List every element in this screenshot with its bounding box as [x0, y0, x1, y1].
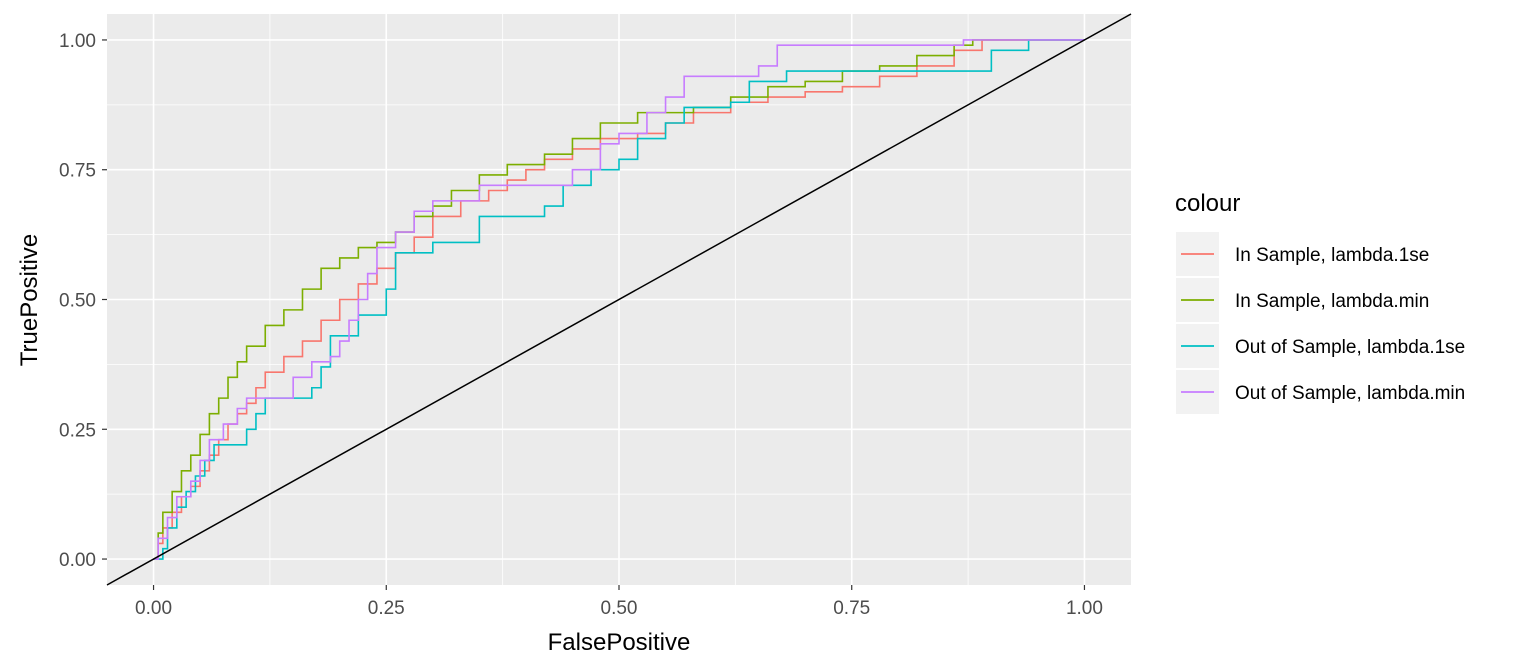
y-tick-label: 1.00 — [59, 31, 96, 52]
x-tick-label: 0.50 — [601, 598, 638, 619]
legend-label: Out of Sample, lambda.min — [1235, 383, 1465, 404]
series-line — [153, 39, 1085, 560]
legend-items: In Sample, lambda.1se In Sample, lambda.m… — [1176, 232, 1465, 414]
series-line — [153, 39, 1085, 560]
legend-label: In Sample, lambda.min — [1235, 291, 1429, 312]
legend-title: colour — [1175, 190, 1240, 217]
x-axis: 0.00 0.25 0.50 0.75 1.00 — [135, 585, 1103, 619]
x-tick-label: 0.00 — [135, 598, 172, 619]
legend-label: Out of Sample, lambda.1se — [1235, 337, 1465, 358]
x-tick-label: 1.00 — [1066, 598, 1103, 619]
legend-label: In Sample, lambda.1se — [1235, 245, 1429, 266]
y-tick-label: 0.75 — [59, 161, 96, 182]
y-tick-label: 0.00 — [59, 550, 96, 571]
y-axis-title: TruePositive — [16, 234, 43, 367]
series-layer — [153, 39, 1085, 560]
x-tick-label: 0.75 — [833, 598, 870, 619]
x-tick-label: 0.25 — [368, 598, 405, 619]
reference-diagonal-line — [106, 13, 1132, 586]
y-axis: 0.00 0.25 0.50 0.75 1.00 — [59, 31, 107, 571]
x-axis-title: FalsePositive — [548, 629, 691, 656]
y-tick-label: 0.50 — [59, 291, 96, 312]
y-tick-label: 0.25 — [59, 420, 96, 441]
